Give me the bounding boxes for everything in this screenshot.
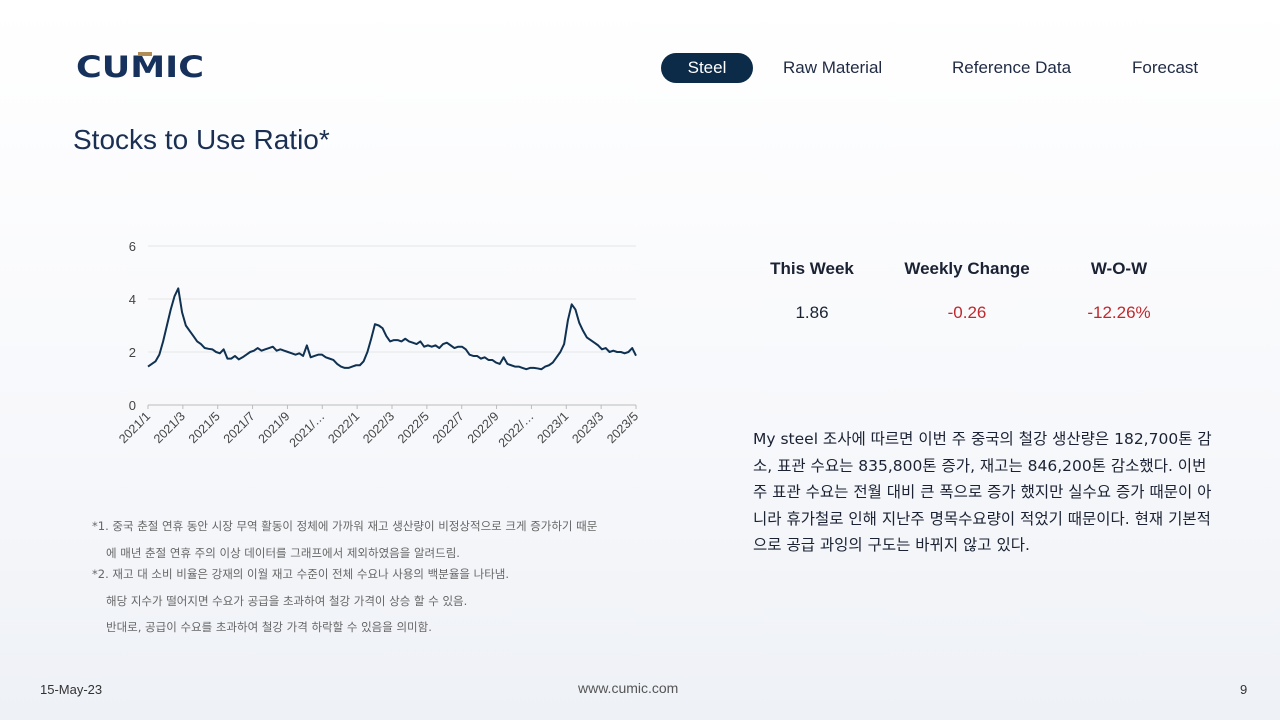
wow-label: W-O-W — [1090, 259, 1148, 278]
market-summary: My steel 조사에 따르면 이번 주 중국의 철강 생산량은 182,70… — [753, 430, 1212, 554]
footnote-2-line-2: 해당 지수가 떨어지면 수요가 공급을 초과하여 철강 가격이 상승 할 수 있… — [106, 594, 468, 608]
footnote-2-line-1: *2. 재고 대 소비 비율은 강재의 이월 재고 수준이 전체 수요나 사용의… — [92, 567, 510, 581]
y-tick-label: 0 — [129, 398, 136, 413]
tab-forecast[interactable]: Forecast — [1132, 58, 1199, 77]
x-tick-label: 2023/5 — [604, 409, 641, 446]
cumic-logo: CUMIC — [76, 52, 204, 82]
x-tick-label: 2023/3 — [569, 409, 606, 446]
x-tick-label: 2022/3 — [360, 409, 397, 446]
top-nav: Steel Raw Material Reference Data Foreca… — [0, 53, 1280, 83]
footer-date: 15-May-23 — [40, 682, 103, 697]
y-tick-label: 2 — [129, 345, 136, 360]
tab-reference-data[interactable]: Reference Data — [952, 58, 1072, 77]
this-week-label: This Week — [770, 259, 854, 278]
x-tick-label: 2022/… — [496, 409, 537, 450]
weekly-change-label: Weekly Change — [904, 259, 1030, 278]
tab-raw-material[interactable]: Raw Material — [783, 58, 883, 77]
x-tick-label: 2023/1 — [534, 409, 571, 446]
y-tick-label: 6 — [129, 239, 136, 254]
footnote-1-line-1: *1. 중국 춘절 연휴 동안 시장 무역 활동이 정체에 가까워 재고 생산량… — [92, 519, 598, 533]
x-tick-label: 2021/5 — [186, 409, 223, 446]
x-tick-label: 2021/… — [287, 409, 328, 450]
page-number: 9 — [1240, 682, 1248, 697]
footnote-1-line-2: 에 매년 춘절 연휴 주의 이상 데이터를 그래프에서 제외하였음을 알려드림. — [106, 546, 460, 560]
metrics-panel: This Week Weekly Change W-O-W 1.86 -0.26… — [752, 255, 1192, 335]
page-title: Stocks to Use Ratio* — [73, 124, 330, 155]
x-tick-label: 2021/3 — [151, 409, 188, 446]
footer-url[interactable]: www.cumic.com — [578, 680, 679, 696]
logo-text: CUMIC — [76, 52, 204, 82]
x-tick-label: 2022/1 — [325, 409, 362, 446]
wow-value: -12.26% — [1087, 303, 1151, 322]
stocks-to-use-chart: 02462021/12021/32021/52021/72021/92021/…… — [116, 239, 641, 450]
x-tick-label: 2021/1 — [116, 409, 153, 446]
footnote-2-line-3: 반대로, 공급이 수요를 초과하여 철강 가격 하락할 수 있음을 의미함. — [106, 620, 432, 634]
x-tick-label: 2022/7 — [430, 409, 467, 446]
weekly-change-value: -0.26 — [947, 303, 987, 322]
x-tick-label: 2022/5 — [395, 409, 432, 446]
logo-accent-bar — [138, 52, 152, 56]
series-line — [147, 287, 637, 371]
x-tick-label: 2021/7 — [221, 409, 258, 446]
this-week-value: 1.86 — [795, 303, 829, 322]
y-tick-label: 4 — [129, 292, 136, 307]
tab-steel[interactable]: Steel — [661, 53, 753, 83]
